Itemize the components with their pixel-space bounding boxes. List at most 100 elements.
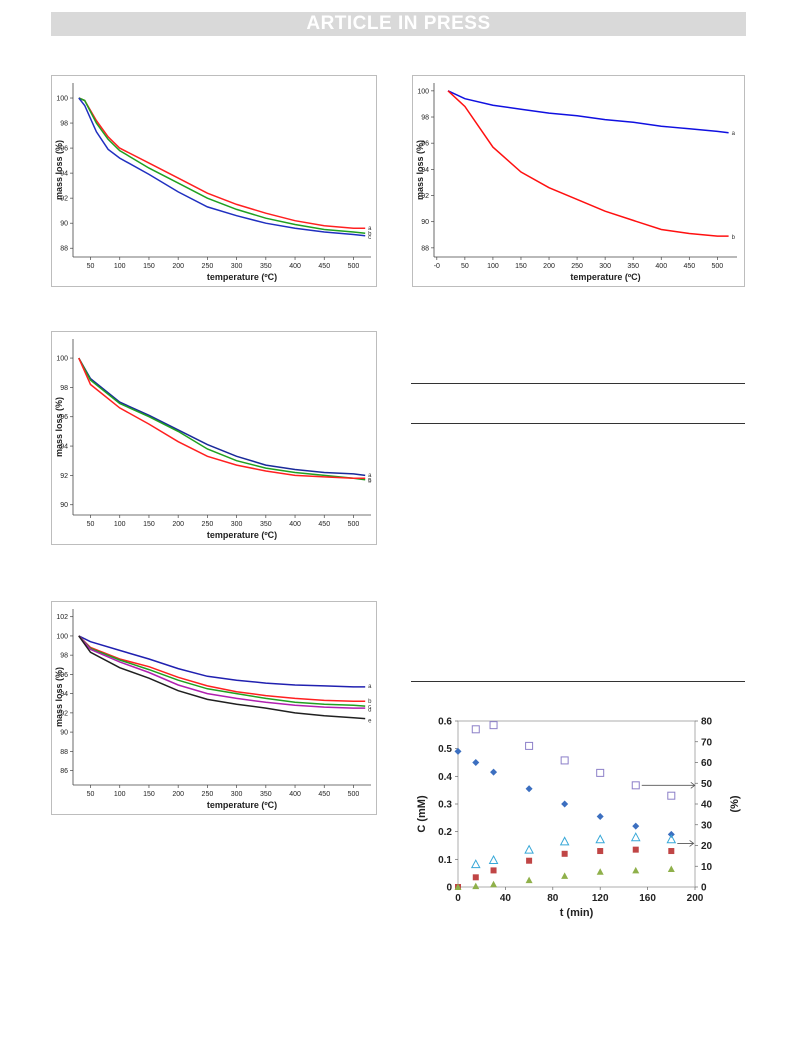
chart-frame xyxy=(412,75,745,287)
x-tick-label: 150 xyxy=(515,263,527,270)
x-tick-label: 160 xyxy=(639,893,656,904)
data-point-square xyxy=(490,867,497,874)
y-tick-label: 86 xyxy=(60,768,68,775)
series-line-c xyxy=(78,357,366,480)
y-tick-label: 94 xyxy=(60,691,68,698)
series-line-a xyxy=(78,97,366,229)
y2-tick-label: 20 xyxy=(701,841,713,852)
y-tick-label: 100 xyxy=(56,356,68,363)
y-axis-label: mass loss (%) xyxy=(54,140,64,200)
x-tick-label: 200 xyxy=(172,791,184,798)
x-tick-label: 400 xyxy=(289,263,301,270)
x-tick-label: 500 xyxy=(348,791,360,798)
x-axis-label: temperature (ºC) xyxy=(207,800,277,810)
x-tick-label: 50 xyxy=(461,263,469,270)
data-point-square xyxy=(597,848,604,855)
y-tick-label: 0.4 xyxy=(438,772,452,783)
y2-tick-label: 40 xyxy=(701,800,713,811)
data-point-diamond xyxy=(472,759,480,766)
series-line-c xyxy=(78,635,366,707)
y-tick-label: 96 xyxy=(421,141,429,148)
y-tick-label: 0.1 xyxy=(438,855,452,866)
series-end-label-c: c xyxy=(368,235,371,241)
table-rule-top xyxy=(411,383,745,384)
x-tick-label: 250 xyxy=(202,791,214,798)
data-point-triangle xyxy=(596,868,604,875)
x-tick-label: 0 xyxy=(455,893,461,904)
y-tick-label: 88 xyxy=(60,246,68,253)
x-tick-label: 500 xyxy=(712,263,724,270)
series-end-label-d: d xyxy=(368,707,371,713)
chart-frame xyxy=(51,601,377,815)
series-end-label-b: b xyxy=(368,478,372,484)
series-end-label-e: e xyxy=(368,719,372,725)
table-rule-bottom xyxy=(411,681,745,682)
data-point-open-triangle xyxy=(666,834,677,844)
data-point-open-square xyxy=(667,791,676,800)
x-tick-label: 200 xyxy=(172,263,184,270)
data-point-triangle xyxy=(525,876,533,884)
series-end-label-b: b xyxy=(732,235,736,241)
x-tick-label: 100 xyxy=(487,263,499,270)
y2-tick-label: 10 xyxy=(701,862,713,873)
data-point-triangle xyxy=(667,865,675,873)
y2-tick-label: 80 xyxy=(701,717,713,728)
x-tick-label: 100 xyxy=(114,791,126,798)
kinetics-chart: 0 0.1 0.2 0.3 0.4 0.5 0.6 0 10 20 30 40 50 60 70 80 0 40 8… xyxy=(416,717,741,920)
y-axis-label: mass loss (%) xyxy=(54,397,64,457)
y-tick-label: 98 xyxy=(421,115,429,122)
series-line-a xyxy=(78,635,366,688)
series-end-label-b: b xyxy=(368,232,372,238)
x-tick-label: 150 xyxy=(143,263,155,270)
x-tick-label: 300 xyxy=(231,791,243,798)
data-point-open-triangle xyxy=(470,859,481,869)
y-tick-label: 90 xyxy=(60,221,68,228)
data-point-open-triangle xyxy=(488,854,499,865)
y-tick-label: 96 xyxy=(60,146,68,153)
x-tick-label: 500 xyxy=(348,521,360,528)
tga-chart-4: 86 88 90 92 94 96 98 100 102 50 100 150 200 250 300 350… xyxy=(51,601,377,815)
y-tick-label: 94 xyxy=(60,444,68,451)
y-tick-label: 94 xyxy=(60,171,68,178)
data-point-diamond xyxy=(490,768,498,776)
y-tick-label: 88 xyxy=(60,749,68,756)
series-line-b xyxy=(78,635,366,703)
y-tick-label: 98 xyxy=(60,653,68,660)
table-rule-middle xyxy=(411,423,745,424)
data-point-triangle xyxy=(632,866,640,874)
x-tick-label: 40 xyxy=(500,893,512,904)
data-point-square xyxy=(668,848,675,855)
y-tick-label: 92 xyxy=(421,193,429,200)
x-axis-label: t (min) xyxy=(560,907,594,919)
x-axis-label: temperature (ºC) xyxy=(207,530,277,540)
y-tick-label: 92 xyxy=(60,473,68,480)
x-tick-label: 200 xyxy=(687,893,704,904)
y-axis-label: C (mM) xyxy=(416,795,428,833)
tga-chart-2: 88 90 92 94 96 98 100 -0 50 100 150 200 250 300 350 400… xyxy=(412,75,745,287)
y-tick-label: 98 xyxy=(60,121,68,128)
article-in-press-banner: ARTICLE IN PRESS xyxy=(51,12,746,36)
series-end-label-b: b xyxy=(368,699,372,705)
data-point-square xyxy=(632,846,639,853)
y-tick-label: 0 xyxy=(446,883,452,894)
y-tick-label: 0.2 xyxy=(438,827,452,838)
series-line-b xyxy=(78,357,366,481)
data-point-open-triangle xyxy=(595,834,606,844)
y-tick-label: 92 xyxy=(60,710,68,717)
y-tick-label: 90 xyxy=(60,730,68,737)
y2-axis-label: (%) xyxy=(729,795,741,812)
data-point-open-square xyxy=(596,768,605,777)
annotation-arrow-head xyxy=(690,782,696,789)
y-tick-label: 90 xyxy=(421,219,429,226)
x-tick-label: -0 xyxy=(434,263,440,270)
data-point-diamond xyxy=(525,785,533,793)
chart-frame xyxy=(51,331,377,545)
y2-tick-label: 50 xyxy=(701,779,713,790)
data-point-diamond xyxy=(632,822,640,830)
x-tick-label: 350 xyxy=(260,521,272,528)
x-tick-label: 500 xyxy=(348,263,360,270)
y-axis-label: mass loss (%) xyxy=(54,667,64,727)
series-line-e xyxy=(78,635,366,720)
series-end-label-a: a xyxy=(368,684,372,690)
x-tick-label: 300 xyxy=(599,263,611,270)
